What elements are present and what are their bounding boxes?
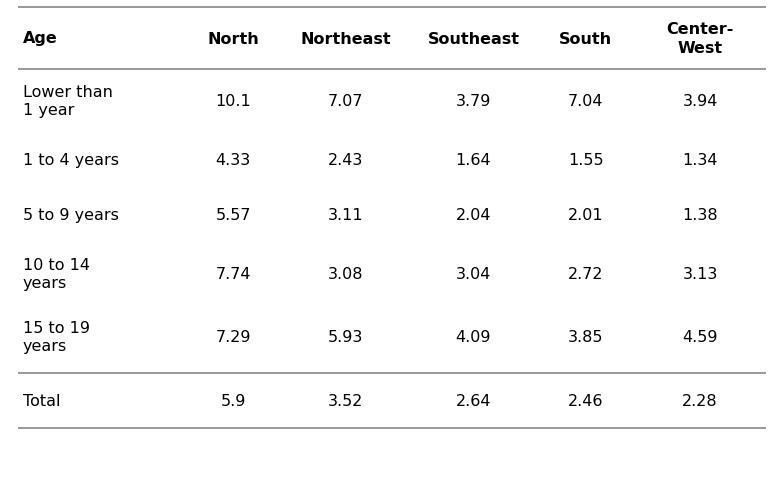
Text: 10.1: 10.1 <box>215 94 251 109</box>
Text: 3.13: 3.13 <box>682 266 718 282</box>
Text: 3.52: 3.52 <box>327 393 363 408</box>
Text: 1.34: 1.34 <box>682 153 718 168</box>
Text: Center-
West: Center- West <box>667 22 734 56</box>
Text: Total: Total <box>23 393 61 408</box>
Text: 2.72: 2.72 <box>568 266 604 282</box>
Text: 3.85: 3.85 <box>568 329 604 345</box>
Text: 2.64: 2.64 <box>456 393 491 408</box>
Text: 1.38: 1.38 <box>682 207 718 223</box>
Text: 1.64: 1.64 <box>456 153 491 168</box>
Text: 7.04: 7.04 <box>568 94 604 109</box>
Text: 7.29: 7.29 <box>216 329 251 345</box>
Text: 2.28: 2.28 <box>682 393 718 408</box>
Text: 1.55: 1.55 <box>568 153 604 168</box>
Text: 3.04: 3.04 <box>456 266 491 282</box>
Text: 3.94: 3.94 <box>682 94 718 109</box>
Text: 2.46: 2.46 <box>568 393 604 408</box>
Text: 3.79: 3.79 <box>456 94 491 109</box>
Text: Northeast: Northeast <box>300 31 391 46</box>
Text: 4.09: 4.09 <box>456 329 491 345</box>
Text: 5 to 9 years: 5 to 9 years <box>23 207 119 223</box>
Text: 7.74: 7.74 <box>216 266 251 282</box>
Text: South: South <box>559 31 612 46</box>
Text: 15 to 19
years: 15 to 19 years <box>23 320 90 354</box>
Text: Southeast: Southeast <box>428 31 519 46</box>
Text: 4.59: 4.59 <box>682 329 718 345</box>
Text: 3.08: 3.08 <box>327 266 363 282</box>
Text: North: North <box>207 31 259 46</box>
Text: 5.57: 5.57 <box>216 207 251 223</box>
Text: Age: Age <box>23 31 57 46</box>
Text: 10 to 14
years: 10 to 14 years <box>23 257 90 291</box>
Text: Lower than
1 year: Lower than 1 year <box>23 84 113 118</box>
Text: 1 to 4 years: 1 to 4 years <box>23 153 119 168</box>
Text: 2.01: 2.01 <box>568 207 604 223</box>
Text: 2.04: 2.04 <box>456 207 491 223</box>
Text: 5.9: 5.9 <box>220 393 246 408</box>
Text: 7.07: 7.07 <box>327 94 363 109</box>
Text: 2.43: 2.43 <box>327 153 363 168</box>
Text: 4.33: 4.33 <box>216 153 251 168</box>
Text: 3.11: 3.11 <box>327 207 363 223</box>
Text: 5.93: 5.93 <box>327 329 363 345</box>
